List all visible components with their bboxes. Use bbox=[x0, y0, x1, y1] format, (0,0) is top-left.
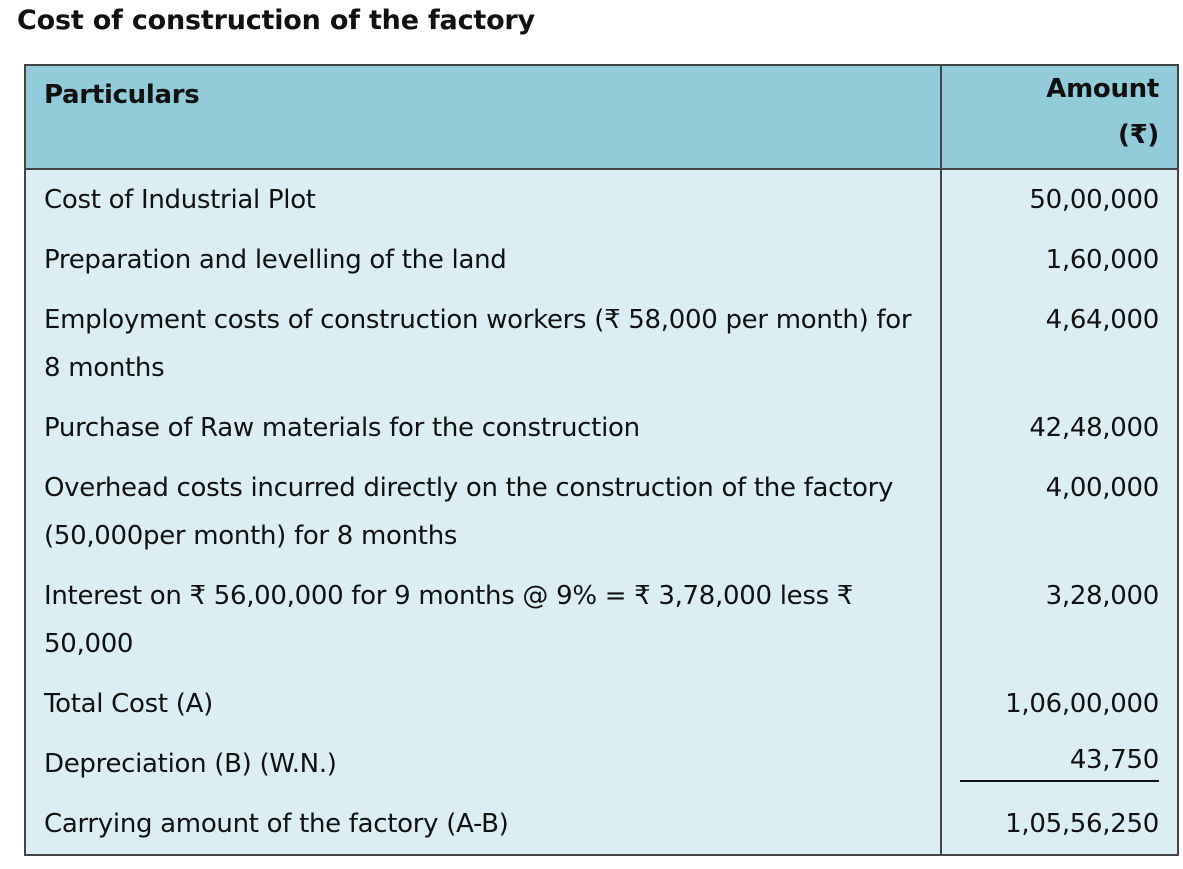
cost-table: Particulars Amount (₹) Cost of Industrial… bbox=[24, 64, 1179, 856]
table-row: Depreciation (B) (W.N.) 43,750 bbox=[25, 734, 1178, 794]
row-amount: 1,60,000 bbox=[941, 230, 1178, 290]
table-row: Total Cost (A) 1,06,00,000 bbox=[25, 674, 1178, 734]
row-particulars: Depreciation (B) (W.N.) bbox=[25, 734, 942, 794]
row-particulars: Total Cost (A) bbox=[25, 674, 942, 734]
row-amount: 3,28,000 bbox=[941, 566, 1178, 674]
table-row: Purchase of Raw materials for the constr… bbox=[25, 398, 1178, 458]
row-amount: 42,48,000 bbox=[941, 398, 1178, 458]
row-particulars: Purchase of Raw materials for the constr… bbox=[25, 398, 942, 458]
row-amount: 1,05,56,250 bbox=[941, 794, 1178, 855]
row-particulars: Carrying amount of the factory (A-B) bbox=[25, 794, 942, 855]
row-particulars: Preparation and levelling of the land bbox=[25, 230, 942, 290]
table-row: Employment costs of construction workers… bbox=[25, 290, 1178, 398]
underlined-amount: 43,750 bbox=[960, 740, 1159, 782]
row-particulars: Interest on ₹ 56,00,000 for 9 months @ 9… bbox=[25, 566, 942, 674]
header-particulars: Particulars bbox=[25, 65, 942, 170]
row-particulars: Overhead costs incurred directly on the … bbox=[25, 458, 942, 566]
header-amount-label: Amount bbox=[1046, 74, 1159, 104]
row-amount: 1,06,00,000 bbox=[941, 674, 1178, 734]
row-amount: 50,00,000 bbox=[941, 169, 1178, 230]
table-row: Carrying amount of the factory (A-B) 1,05… bbox=[25, 794, 1178, 855]
table-header-row: Particulars Amount (₹) bbox=[25, 65, 1178, 170]
row-particulars: Cost of Industrial Plot bbox=[25, 169, 942, 230]
table-row: Cost of Industrial Plot 50,00,000 bbox=[25, 169, 1178, 230]
row-amount: 4,64,000 bbox=[941, 290, 1178, 398]
row-particulars: Employment costs of construction workers… bbox=[25, 290, 942, 398]
row-amount: 4,00,000 bbox=[941, 458, 1178, 566]
table-row: Preparation and levelling of the land 1,6… bbox=[25, 230, 1178, 290]
row-amount: 43,750 bbox=[941, 734, 1178, 794]
table-row: Interest on ₹ 56,00,000 for 9 months @ 9… bbox=[25, 566, 1178, 674]
header-amount-unit: (₹) bbox=[1118, 120, 1159, 150]
header-amount: Amount (₹) bbox=[941, 65, 1178, 170]
page-title: Cost of construction of the factory bbox=[17, 5, 535, 36]
table-row: Overhead costs incurred directly on the … bbox=[25, 458, 1178, 566]
